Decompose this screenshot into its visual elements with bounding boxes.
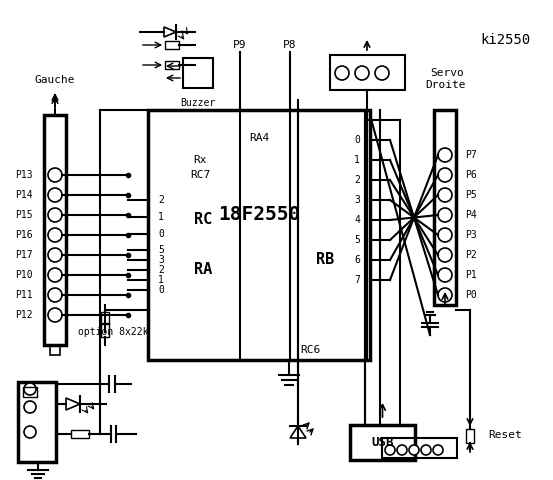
Text: P14: P14 xyxy=(15,190,33,200)
Text: 5: 5 xyxy=(158,245,164,255)
Text: 1: 1 xyxy=(158,275,164,285)
Text: RC7: RC7 xyxy=(190,170,210,180)
Text: 0: 0 xyxy=(354,135,360,145)
Circle shape xyxy=(438,268,452,282)
Text: RC6: RC6 xyxy=(300,345,320,355)
Text: RB: RB xyxy=(316,252,334,267)
Circle shape xyxy=(375,66,389,80)
Text: P2: P2 xyxy=(465,250,477,260)
Text: 6: 6 xyxy=(354,255,360,265)
Text: P16: P16 xyxy=(15,230,33,240)
Text: Gauche: Gauche xyxy=(35,75,75,85)
Text: 2: 2 xyxy=(158,265,164,275)
Text: 3: 3 xyxy=(158,255,164,265)
Text: Buzzer: Buzzer xyxy=(180,98,216,108)
Text: P0: P0 xyxy=(465,290,477,300)
Circle shape xyxy=(438,188,452,202)
Bar xyxy=(183,58,213,88)
Text: 0: 0 xyxy=(158,285,164,295)
Circle shape xyxy=(438,168,452,182)
Circle shape xyxy=(421,445,431,455)
Bar xyxy=(330,55,405,90)
Bar xyxy=(101,312,109,324)
Text: 1: 1 xyxy=(354,155,360,165)
Bar xyxy=(101,323,109,337)
Bar xyxy=(434,110,456,305)
Text: RA: RA xyxy=(194,263,212,277)
Text: P5: P5 xyxy=(465,190,477,200)
Text: RA4: RA4 xyxy=(249,133,269,143)
Circle shape xyxy=(24,401,36,413)
Bar xyxy=(18,382,56,462)
Text: 4: 4 xyxy=(354,215,360,225)
Circle shape xyxy=(48,208,62,222)
Text: 2: 2 xyxy=(354,175,360,185)
Text: P8: P8 xyxy=(283,40,297,50)
Text: option 8x22k: option 8x22k xyxy=(78,327,149,337)
Text: P11: P11 xyxy=(15,290,33,300)
Circle shape xyxy=(48,228,62,242)
Text: USB: USB xyxy=(371,436,394,449)
Bar xyxy=(71,430,89,438)
Text: P1: P1 xyxy=(465,270,477,280)
Text: 1: 1 xyxy=(158,212,164,222)
Text: Servo: Servo xyxy=(430,68,464,78)
Bar xyxy=(50,345,60,355)
Text: 2: 2 xyxy=(158,195,164,205)
Text: Rx: Rx xyxy=(193,155,207,165)
Circle shape xyxy=(48,188,62,202)
Text: RC: RC xyxy=(194,213,212,228)
Circle shape xyxy=(438,248,452,262)
Circle shape xyxy=(438,208,452,222)
Text: P7: P7 xyxy=(465,150,477,160)
Text: P12: P12 xyxy=(15,310,33,320)
Text: P4: P4 xyxy=(465,210,477,220)
Text: P15: P15 xyxy=(15,210,33,220)
Text: Reset: Reset xyxy=(488,430,521,440)
Bar xyxy=(382,438,457,458)
Bar xyxy=(466,429,474,443)
Bar xyxy=(148,110,370,360)
Text: 3: 3 xyxy=(354,195,360,205)
Circle shape xyxy=(438,148,452,162)
Circle shape xyxy=(48,288,62,302)
Text: Droite: Droite xyxy=(425,80,465,90)
Circle shape xyxy=(397,445,407,455)
Bar xyxy=(165,61,179,69)
Circle shape xyxy=(48,268,62,282)
Circle shape xyxy=(335,66,349,80)
Text: ki2550: ki2550 xyxy=(480,33,530,47)
Circle shape xyxy=(433,445,443,455)
Text: P17: P17 xyxy=(15,250,33,260)
Text: P10: P10 xyxy=(15,270,33,280)
Circle shape xyxy=(438,288,452,302)
Text: 5: 5 xyxy=(354,235,360,245)
Bar xyxy=(23,387,37,397)
Text: P9: P9 xyxy=(233,40,247,50)
Circle shape xyxy=(409,445,419,455)
Circle shape xyxy=(48,248,62,262)
Text: P6: P6 xyxy=(465,170,477,180)
Circle shape xyxy=(24,426,36,438)
Text: 7: 7 xyxy=(354,275,360,285)
Circle shape xyxy=(355,66,369,80)
Bar xyxy=(165,41,179,49)
Circle shape xyxy=(438,228,452,242)
Bar xyxy=(44,115,66,345)
Circle shape xyxy=(24,383,36,395)
Text: 18F2550: 18F2550 xyxy=(218,205,300,225)
Text: 0: 0 xyxy=(158,229,164,239)
Bar xyxy=(350,425,415,460)
Circle shape xyxy=(48,308,62,322)
Circle shape xyxy=(48,168,62,182)
Text: P13: P13 xyxy=(15,170,33,180)
Text: P3: P3 xyxy=(465,230,477,240)
Circle shape xyxy=(385,445,395,455)
